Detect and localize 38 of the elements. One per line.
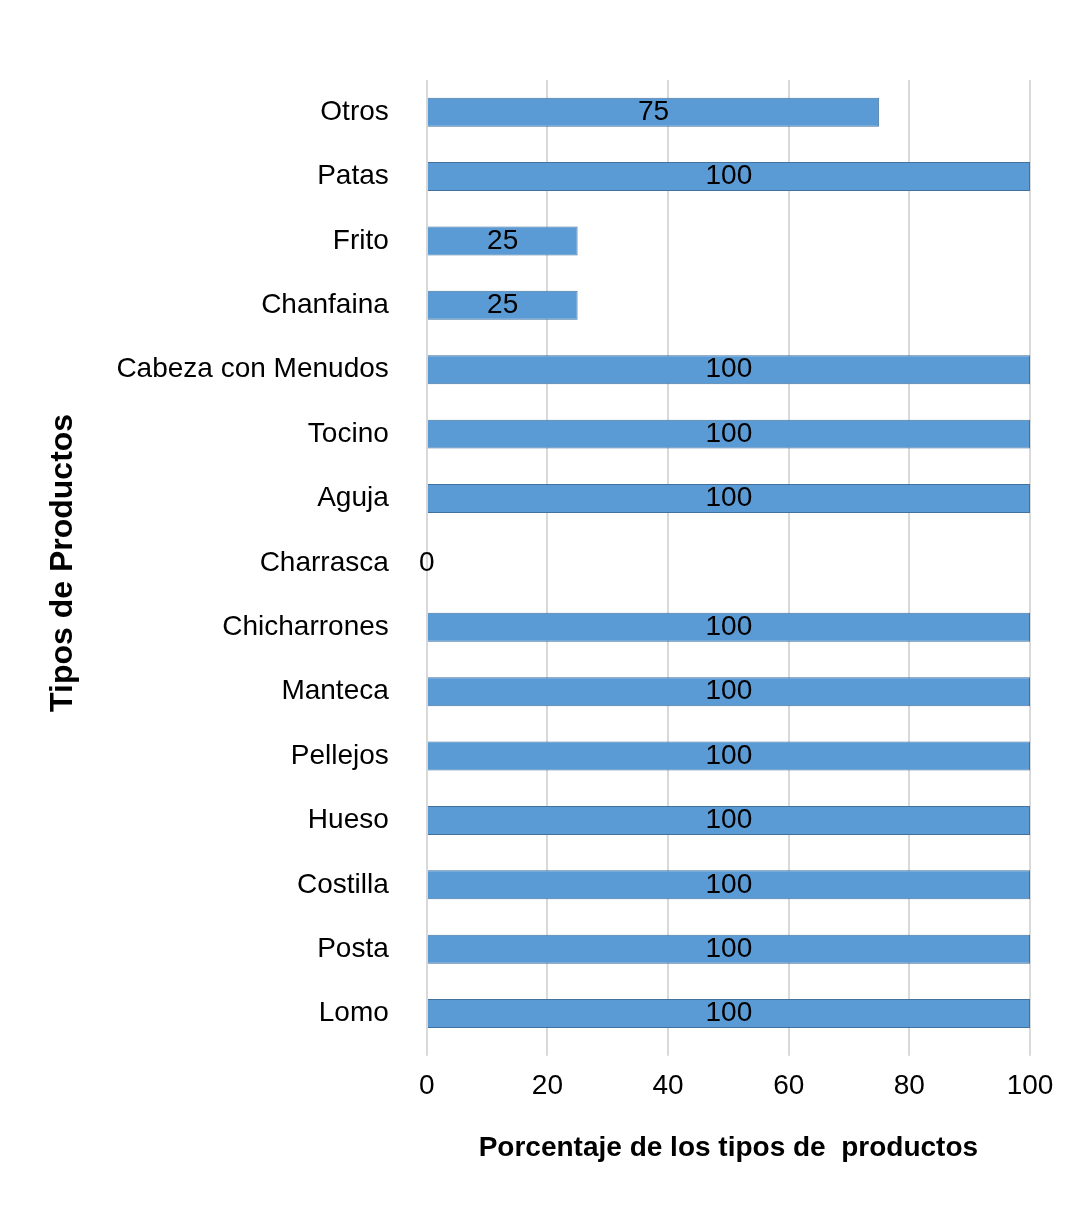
data-label: 100 [705,674,753,706]
y-axis-title: Tipos de Productos [43,413,80,712]
y-tick-label: Otros [320,94,389,126]
x-tick-label: 80 [893,1069,925,1101]
data-label: 100 [705,931,753,963]
data-label: 75 [637,94,670,126]
data-label: 100 [705,867,753,899]
y-tick-label: Chanfaina [261,288,390,320]
y-tick-label: Tocino [307,416,389,448]
data-label: 0 [419,545,435,577]
y-tick-label: Frito [332,223,389,255]
data-label: 100 [705,352,753,384]
y-tick-label: Costilla [296,867,390,899]
y-tick-label: Hueso [307,803,389,835]
data-label: 100 [705,996,753,1028]
y-tick-label: Manteca [281,674,390,706]
data-label: 100 [705,803,753,835]
data-label: 100 [705,416,753,448]
y-tick-label: Lomo [318,996,389,1028]
x-tick-label: 0 [419,1069,435,1101]
data-label: 25 [487,288,519,320]
y-tick-label: Cabeza con Menudos [116,352,389,384]
x-tick-label: 100 [1006,1069,1054,1101]
data-label: 100 [705,159,753,191]
y-tick-label: Pellejos [290,738,389,770]
x-tick-label: 40 [652,1069,684,1101]
data-label: 100 [705,481,753,513]
x-axis-title: Porcentaje de los tipos de productos [478,1130,979,1162]
x-tick-label: 60 [773,1069,805,1101]
y-tick-label: Chicharrones [222,610,389,642]
y-tick-label: Posta [317,931,390,963]
y-tick-label: Aguja [317,481,390,513]
y-tick-label: Patas [317,159,389,191]
data-label: 100 [705,610,753,642]
data-label: 25 [487,223,519,255]
x-tick-label: 20 [531,1069,564,1101]
data-label: 100 [705,738,753,770]
y-tick-label: Charrasca [259,545,390,577]
